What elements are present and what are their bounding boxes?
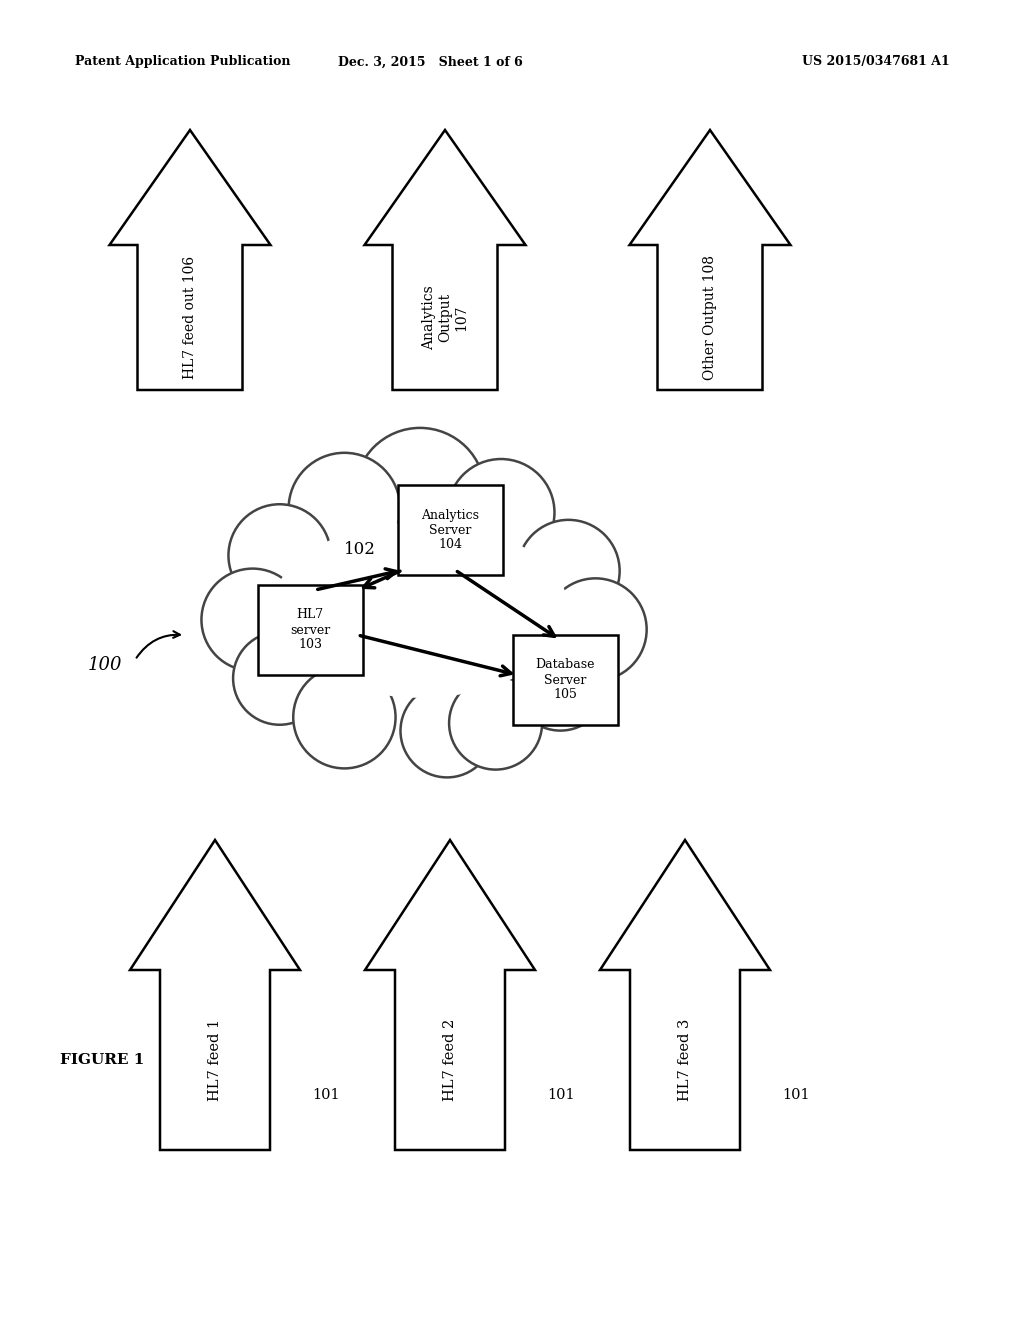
Polygon shape [130,840,300,1150]
Circle shape [514,638,607,730]
Polygon shape [365,840,535,1150]
Text: HL7 feed 3: HL7 feed 3 [678,1019,692,1101]
Circle shape [450,677,542,770]
Circle shape [517,520,620,622]
Text: 101: 101 [312,1088,340,1102]
Text: 101: 101 [547,1088,574,1102]
Circle shape [293,667,395,768]
Text: HL7 feed 2: HL7 feed 2 [443,1019,457,1101]
Polygon shape [600,840,770,1150]
Circle shape [545,578,646,681]
Text: Analytics
Server
104: Analytics Server 104 [421,508,479,552]
Text: Other Output 108: Other Output 108 [703,255,717,380]
Text: FIGURE 1: FIGURE 1 [60,1053,144,1067]
Text: 102: 102 [344,541,376,558]
Circle shape [447,459,554,566]
Circle shape [289,453,400,565]
Text: Patent Application Publication: Patent Application Publication [75,55,291,69]
Ellipse shape [271,523,568,698]
Text: HL7 feed 1: HL7 feed 1 [208,1019,222,1101]
Bar [257,585,362,675]
Circle shape [202,569,304,671]
Text: Database
Server
105: Database Server 105 [536,659,595,701]
Polygon shape [365,129,525,389]
Circle shape [400,684,494,777]
Circle shape [355,428,485,558]
Polygon shape [630,129,791,389]
Text: Analytics
Output
107: Analytics Output 107 [422,285,468,350]
Circle shape [233,632,326,725]
Text: HL7 feed out 106: HL7 feed out 106 [183,256,197,379]
Text: 101: 101 [782,1088,810,1102]
Text: Dec. 3, 2015   Sheet 1 of 6: Dec. 3, 2015 Sheet 1 of 6 [338,55,522,69]
Circle shape [228,504,331,607]
Text: HL7
server
103: HL7 server 103 [290,609,330,652]
Text: 100: 100 [88,656,122,675]
Bar [397,484,503,576]
Text: US 2015/0347681 A1: US 2015/0347681 A1 [802,55,950,69]
Bar [512,635,617,725]
Polygon shape [110,129,270,389]
